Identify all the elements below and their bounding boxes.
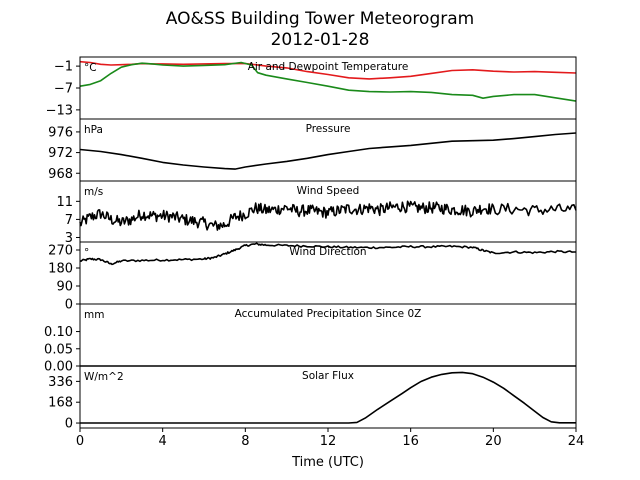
x-axis-label: Time (UTC) — [291, 455, 364, 470]
unit-label-prec: mm — [84, 309, 104, 321]
chart-subtitle: 2012-01-28 — [271, 30, 370, 50]
series-line-pres-0 — [79, 132, 577, 170]
series-line-wspd-0 — [79, 200, 577, 231]
y-tick-label-solar: 0 — [65, 417, 73, 432]
y-tick-label-prec: 0.05 — [44, 342, 73, 357]
panel-prec: 0.10 0.05 0.00 mm Accumulated Precipitation … — [44, 303, 577, 375]
y-tick-label-temp: −1 — [54, 60, 73, 75]
x-axis: 0 4 8 12 16 20 24 — [76, 428, 584, 449]
x-tick-label: 20 — [485, 434, 502, 449]
panel-pres: 976 972 968 hPa Pressure — [48, 118, 577, 182]
panel-title-wdir: Wind Direction — [289, 246, 366, 258]
y-tick-label-solar: 336 — [48, 375, 73, 390]
y-tick-label-wdir: 270 — [48, 244, 73, 259]
y-tick-label-wspd: 3 — [65, 231, 73, 246]
y-tick-label-pres: 968 — [48, 167, 73, 182]
series-line-wdir-0 — [79, 242, 576, 266]
x-tick-label: 4 — [159, 434, 167, 449]
y-tick-label-pres: 976 — [48, 125, 73, 140]
unit-label-wspd: m/s — [84, 186, 103, 198]
y-tick-label-temp: −13 — [46, 103, 73, 118]
x-tick-label: 24 — [568, 434, 585, 449]
panel-title-prec: Accumulated Precipitation Since 0Z — [235, 308, 422, 320]
unit-label-solar: W/m^2 — [84, 371, 124, 383]
y-tick-label-pres: 972 — [48, 146, 73, 161]
y-tick-label-wdir: 180 — [48, 262, 73, 277]
series-line-temp-1 — [79, 61, 577, 102]
y-tick-label-wdir: 0 — [65, 298, 73, 313]
chart-title: AO&SS Building Tower Meteorogram — [166, 9, 474, 29]
x-tick-label: 0 — [76, 434, 84, 449]
unit-label-wdir: ° — [84, 247, 89, 259]
panel-title-wspd: Wind Speed — [297, 185, 360, 197]
y-tick-label-wdir: 90 — [56, 280, 73, 295]
y-tick-label-wspd: 11 — [56, 195, 73, 210]
panel-title-temp: Air and Dewpoint Temperature — [248, 61, 409, 73]
x-tick-label: 8 — [241, 434, 249, 449]
x-tick-label: 12 — [320, 434, 337, 449]
panel-title-solar: Solar Flux — [302, 370, 354, 382]
panel-solar: 336 168 0 W/m^2 Solar Flux — [48, 365, 577, 432]
y-tick-label-solar: 168 — [48, 396, 73, 411]
series-line-solar-0 — [80, 371, 576, 424]
panel-wdir: 270 180 90 0 ° Wind Direction — [48, 241, 577, 313]
panel-temp: −1 −7 −13 °C Air and Dewpoint Temperature — [46, 56, 577, 120]
unit-label-pres: hPa — [84, 124, 103, 136]
y-tick-label-prec: 0.10 — [44, 325, 73, 340]
panel-wspd: 11 7 3 m/s Wind Speed — [56, 180, 577, 246]
y-tick-label-prec: 0.00 — [44, 360, 73, 375]
panel-title-pres: Pressure — [306, 123, 351, 135]
y-tick-label-wspd: 7 — [65, 213, 73, 228]
x-tick-label: 16 — [402, 434, 419, 449]
y-tick-label-temp: −7 — [54, 82, 73, 97]
unit-label-temp: °C — [84, 62, 97, 74]
